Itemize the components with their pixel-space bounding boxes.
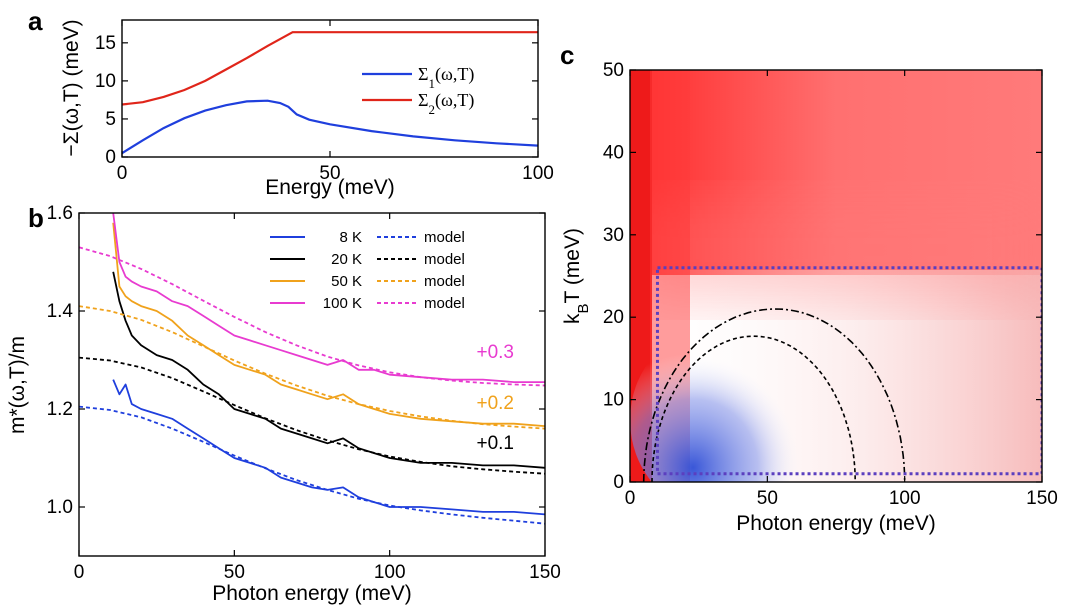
- panel-b-x-tick-label: 100: [374, 562, 406, 583]
- panel-c-y-tick-label: 10: [603, 390, 624, 411]
- panel-c-x-axis-title: Photon energy (meV): [736, 512, 936, 535]
- heatmap-contour-2: [642, 308, 906, 482]
- panel-c-ticks: 0 50 100 150 0 10 20 30 40 50: [603, 60, 1058, 509]
- heatmap-contours: [642, 308, 906, 482]
- panel-b-series: [79, 213, 545, 525]
- panel-b-x-axis-title: Photon energy (meV): [212, 582, 412, 605]
- panel-b-x-tick-label: 0: [74, 562, 85, 583]
- panel-a-x-tick-label: 100: [522, 163, 554, 184]
- panel-c-y-tick-label: 50: [603, 60, 624, 81]
- legend-b-model-label: model: [424, 251, 465, 268]
- panel-a-y-tick-label: 15: [95, 33, 116, 54]
- panel-a-x-tick-label: 0: [117, 163, 128, 184]
- panel-b-y-tick-label: 1.2: [47, 399, 73, 420]
- panel-b-data-line-100k: [112, 213, 545, 383]
- legend-a-label-1: Σ1(ω,T): [418, 64, 474, 91]
- panel-a-series-line-1: [122, 99, 538, 155]
- legend-a-label-2: Σ2(ω,T): [418, 90, 474, 117]
- panel-c-x-tick-label: 50: [757, 488, 778, 509]
- heatmap-negative-region: [630, 325, 810, 482]
- panel-c-y-tick-label: 0: [613, 472, 624, 493]
- panel-b-data-line-50k: [112, 222, 545, 427]
- panel-b-x-tick-label: 150: [529, 562, 561, 583]
- panel-b: 0 50 100 150 1.0 1.2 1.4 1.6 Photon energy (meV…: [6, 203, 561, 605]
- panel-b-model-line-8k: [79, 405, 545, 525]
- panel-b-data-line-8k: [112, 379, 545, 516]
- panel-b-model-line-20k: [79, 356, 545, 475]
- panel-c-x-tick-label: 0: [625, 488, 636, 509]
- panel-b-x-tick-label: 50: [224, 562, 245, 583]
- offset-label-20k: +0.1: [476, 433, 514, 454]
- legend-b-model-label: model: [424, 273, 465, 290]
- panel-b-model-line-50k: [79, 305, 545, 430]
- legend-b-label: 100 K: [323, 295, 362, 312]
- panel-a-y-tick-label: 5: [105, 109, 116, 130]
- panel-c-y-tick-label: 40: [603, 142, 624, 163]
- panel-a-legend: Σ1(ω,T) Σ2(ω,T): [362, 64, 474, 117]
- heatmap-contour-1: [651, 335, 856, 482]
- legend-b-label: 50 K: [331, 273, 362, 290]
- heatmap-blend: [630, 200, 1042, 300]
- panel-c-y-axis-title: kBT (meV): [561, 228, 592, 324]
- heatmap: [630, 70, 1042, 482]
- panel-a-y-axis-title: −Σ(ω,T) (meV): [60, 19, 83, 156]
- panel-c-frame: [629, 69, 1043, 483]
- panel-a-x-tick-label: 50: [319, 163, 340, 184]
- legend-b-model-label: model: [424, 295, 465, 312]
- legend-b-label: 20 K: [331, 251, 362, 268]
- heatmap-highlight-box: [655, 266, 1042, 476]
- offset-label-100k: +0.3: [476, 342, 514, 363]
- panel-c-x-tick-label: 150: [1026, 488, 1058, 509]
- panel-letter-a: a: [28, 6, 43, 36]
- panel-b-data-line-20k: [112, 271, 545, 469]
- panel-c-y-tick-label: 30: [603, 225, 624, 246]
- panel-b-y-tick-label: 1.4: [47, 301, 74, 322]
- panel-b-legend: 8 K model 20 K model 50 K model 100 K model: [270, 229, 465, 312]
- panel-a-y-tick-label: 10: [95, 71, 116, 92]
- legend-b-label: 8 K: [339, 229, 362, 246]
- panel-a-series-line-2: [122, 31, 538, 106]
- panel-c: 0 50 100 150 0 10 20 30 40 50 Photon energy (meV)…: [561, 60, 1058, 535]
- offset-label-50k: +0.2: [476, 393, 514, 414]
- panel-letter-c: c: [560, 40, 574, 70]
- heatmap-transition: [630, 200, 1042, 300]
- panel-c-x-tick-label: 100: [889, 488, 921, 509]
- panel-letter-b: b: [28, 203, 44, 233]
- panel-a-y-tick-label: 0: [105, 147, 116, 168]
- panel-b-model-line-100k: [79, 246, 545, 387]
- panel-c-y-tick-label: 20: [603, 307, 624, 328]
- panel-a-ticks: 0 50 100 0 5 10 15: [95, 20, 554, 184]
- panel-a-x-axis-title: Energy (meV): [265, 176, 395, 199]
- panel-b-ticks: 0 50 100 150 1.0 1.2 1.4 1.6: [47, 203, 561, 583]
- panel-b-y-axis-title: m*(ω,T)/m: [6, 336, 29, 434]
- panel-a-series: [122, 31, 538, 155]
- panel-b-y-tick-label: 1.0: [47, 497, 73, 518]
- legend-b-model-label: model: [424, 229, 465, 246]
- panel-a-frame: [121, 19, 539, 158]
- panel-b-y-tick-label: 1.6: [47, 203, 73, 224]
- panel-b-frame: [78, 212, 546, 557]
